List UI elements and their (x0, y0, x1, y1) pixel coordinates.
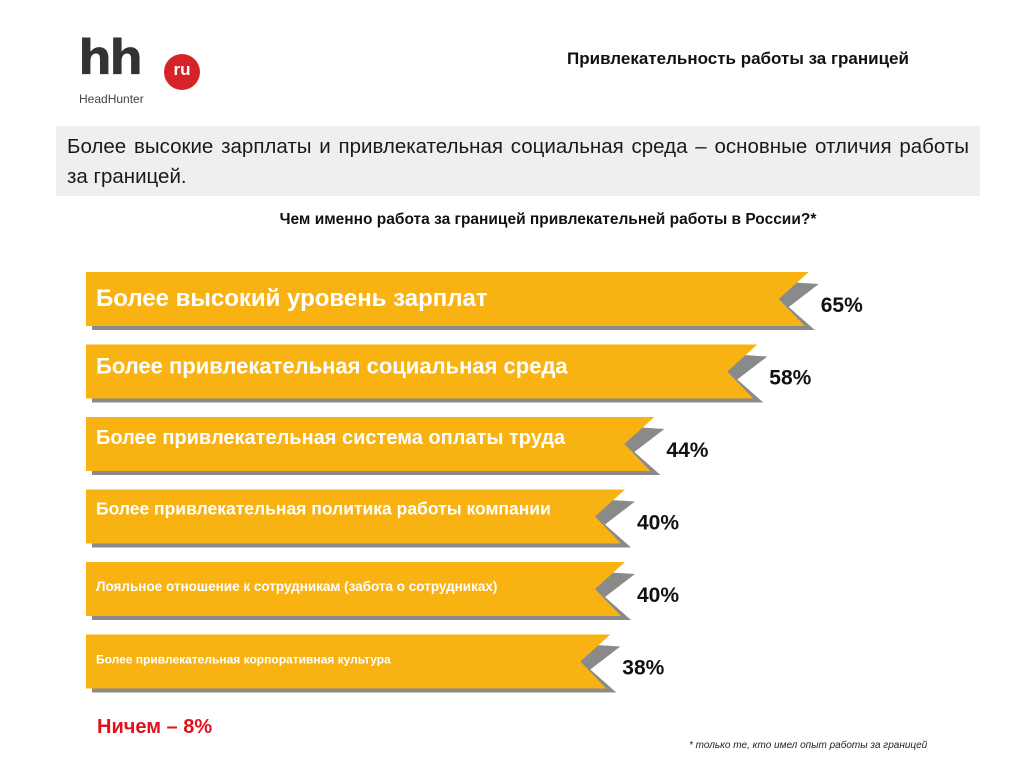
bar-label-5: Лояльное отношение к сотрудникам (забота… (96, 579, 497, 594)
bar-6 (86, 634, 611, 689)
value-label-4: 40% (637, 512, 679, 535)
footnote: * только те, кто имел опыт работы за гра… (689, 740, 928, 751)
bar-label-3: Более привлекательная система оплаты тру… (96, 427, 566, 449)
page-title: Привлекательность работы за границей (567, 49, 909, 68)
bar-label-6: Более привлекательная корпоративная куль… (96, 653, 391, 667)
value-label-1: 65% (821, 294, 863, 317)
bar-label-1: Более высокий уровень зарплат (96, 285, 488, 312)
logo-mark: hh (78, 30, 143, 86)
logo-wordmark: HeadHunter (79, 92, 144, 106)
lead-text: Более высокие зарплаты и привлекательная… (67, 135, 969, 188)
value-label-6: 38% (622, 657, 664, 680)
bar-3 (86, 417, 655, 471)
bar-label-4: Более привлекательная политика работы ко… (96, 499, 551, 519)
value-label-3: 44% (666, 439, 708, 462)
nothing-answer: Ничем – 8% (97, 716, 213, 738)
bar-label-2: Более привлекательная социальная среда (96, 354, 568, 379)
bar-5 (86, 562, 625, 616)
bar-2 (86, 344, 758, 399)
bar-1 (86, 272, 809, 326)
value-label-2: 58% (769, 367, 811, 390)
bar-4 (86, 489, 625, 544)
chart-title: Чем именно работа за границей привлекате… (279, 211, 817, 228)
headhunter-logo: hh ru HeadHunter (78, 34, 204, 116)
logo-badge-text: ru (173, 60, 191, 79)
value-label-5: 40% (637, 584, 679, 607)
logo-badge: ru (164, 54, 200, 90)
lead-box: Более высокие зарплаты и привлекательная… (56, 126, 980, 196)
